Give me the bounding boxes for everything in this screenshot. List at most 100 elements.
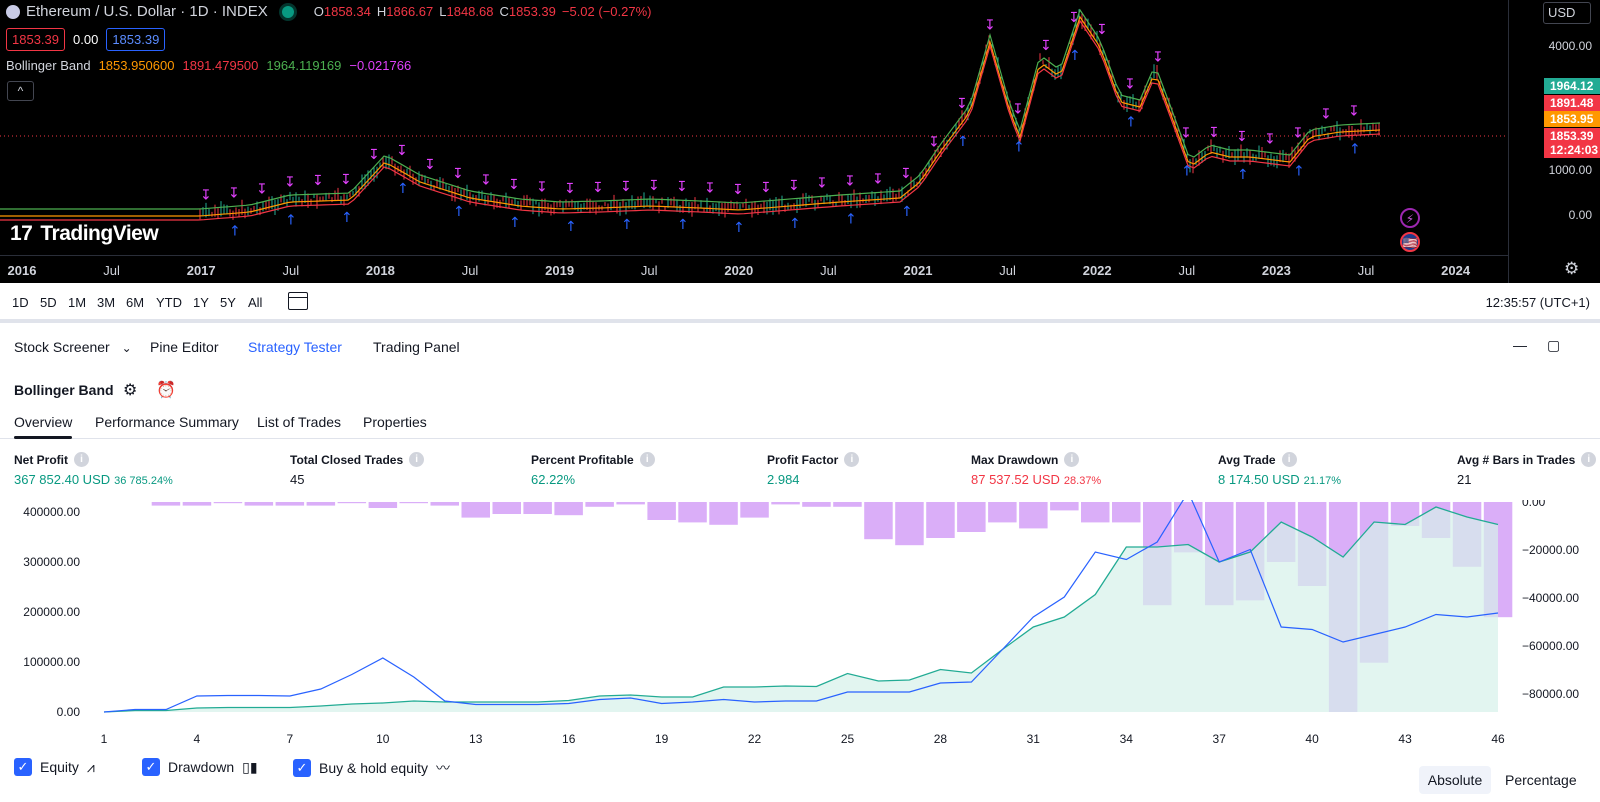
trade-axis-tick: 1 [101, 732, 108, 746]
maximize-panel-icon[interactable]: ▢ [1547, 337, 1561, 353]
price-axis[interactable]: 4000.00 1000.00 0.00 [1508, 0, 1600, 283]
percentage-toggle-button[interactable]: Percentage [1505, 772, 1577, 788]
drawdown-bar [1019, 502, 1048, 529]
trade-axis-tick: 10 [376, 732, 390, 746]
bid-ask-row: 1853.39 0.00 1853.39 [6, 28, 166, 51]
ohlc-label: H [376, 4, 387, 19]
info-icon[interactable]: i [1581, 452, 1597, 467]
ohlc-label: C [499, 4, 509, 19]
sell-signal-arrow-icon: ↧ [1208, 125, 1220, 141]
subtab-list-of-trades[interactable]: List of Trades [257, 414, 342, 430]
sell-signal-arrow-icon: ↧ [312, 173, 324, 189]
range-button-6m[interactable]: 6M [126, 295, 145, 310]
range-button-1d[interactable]: 1D [12, 295, 29, 310]
equity-checkbox[interactable]: ✓ [14, 758, 32, 776]
buy-hold-checkbox[interactable]: ✓ [293, 759, 311, 777]
drawdown-checkbox[interactable]: ✓ [142, 758, 160, 776]
sell-signal-arrow-icon: ↧ [1012, 102, 1024, 118]
subtab-divider [0, 438, 1600, 439]
metric-label: Total Closed Trades [290, 452, 404, 467]
strategy-alert-clock-icon[interactable]: ⏰ [156, 382, 176, 399]
range-button-3m[interactable]: 3M [97, 295, 116, 310]
time-axis-tick: Jul [461, 263, 479, 278]
equity-chart[interactable]: 400000.00 300000.00 200000.00 100000.00 0.00… [0, 500, 1600, 750]
price-chart[interactable]: ↧ ↧ ↑ ↧ ↧ ↑ ↧ ↧ ↑ ↧ ↧ ↑ ↧ ↧ ↑ ↧ ↧ ↑ ↧ ↧ ↑ ↧ ↧ ↑ ↧ ↧ ↑ ↧ ↧ ↑ ↧ ↧ ↑ ↧ ↧ ↑ ↧ ↧ ↑ ↧… [0, 0, 1600, 283]
buy-signal-arrow-icon: ↑ [229, 223, 241, 239]
range-button-ytd[interactable]: YTD [156, 295, 182, 310]
symbol-legend[interactable]: Ethereum / U.S. Dollar · 1D · INDEX O185… [6, 3, 652, 20]
indicator-legend[interactable]: Bollinger Band 1853.950600 1891.479500 1… [6, 58, 419, 73]
absolute-toggle-button[interactable]: Absolute [1419, 766, 1491, 794]
sell-price-button[interactable]: 1853.39 [6, 28, 65, 51]
buy-signal-arrow-icon: ↑ [957, 134, 969, 150]
ohlc-value: 1858.34 [323, 4, 371, 19]
drawdown-bar [988, 502, 1017, 523]
us-flag-icon[interactable]: 🇺🇸 [1400, 232, 1420, 252]
price-change: −5.02 (−0.27%) [561, 4, 652, 19]
tab-trading-panel[interactable]: Trading Panel [373, 339, 460, 355]
sell-signal-arrow-icon: ↧ [1124, 76, 1136, 92]
minimize-panel-icon[interactable]: — [1513, 337, 1527, 353]
info-icon[interactable]: i [844, 452, 860, 467]
currency-selector[interactable]: USD [1543, 2, 1591, 24]
price-axis-tick: 4000.00 [1548, 39, 1592, 53]
market-status-icon[interactable] [281, 5, 294, 18]
symbol-title[interactable]: Ethereum / U.S. Dollar · 1D · INDEX [26, 3, 268, 20]
buy-signal-arrow-icon: ↑ [621, 217, 633, 233]
metric-label-row: Percent Profitable i [531, 452, 655, 467]
buy-signal-arrow-icon: ↑ [565, 219, 577, 235]
subtab-properties[interactable]: Properties [363, 414, 427, 430]
buy-signal-arrow-icon: ↑ [789, 216, 801, 232]
price-axis-label: 1853.39 [1544, 128, 1600, 144]
buy-signal-arrow-icon: ↑ [1293, 163, 1305, 179]
time-axis-tick: 2018 [365, 263, 395, 278]
range-button-5d[interactable]: 5D [40, 295, 57, 310]
drawdown-bar [461, 502, 490, 518]
drawdown-bar [926, 502, 955, 538]
range-button-5y[interactable]: 5Y [220, 295, 236, 310]
left-axis-tick: 200000.00 [23, 605, 80, 619]
left-axis-tick: 0.00 [57, 705, 81, 719]
time-axis[interactable]: 2016 Jul 2017 Jul 2018 Jul 2019 Jul 2020 Jul 2021 J… [0, 255, 1508, 283]
legend-buy-hold[interactable]: ✓ Buy & hold equity 〰 [293, 758, 450, 778]
price-chart-canvas[interactable]: ↧ ↧ ↑ ↧ ↧ ↑ ↧ ↧ ↑ ↧ ↧ ↑ ↧ ↧ ↑ ↧ ↧ ↑ ↧ ↧ ↑ ↧ ↧ ↑ ↧ ↧ ↑ ↧ ↧ ↑ ↧ ↧ ↑ ↧ ↧ ↑ ↧ ↧ ↑ ↧… [0, 0, 1508, 255]
indicator-value-basis: 1853.950600 [98, 58, 175, 73]
time-axis-tick: Jul [282, 263, 300, 278]
range-button-all[interactable]: All [248, 295, 263, 310]
strategy-settings-gear-icon[interactable]: ⚙ [123, 382, 138, 399]
metric-value: 367 852.40 USD [14, 472, 111, 487]
chart-settings-gear-icon[interactable]: ⚙ [1564, 259, 1580, 278]
legend-drawdown[interactable]: ✓ Drawdown ▯▮ [142, 758, 258, 776]
go-to-date-calendar-icon[interactable] [288, 292, 308, 310]
info-icon[interactable]: i [1064, 452, 1080, 467]
time-axis-tick: 2019 [545, 263, 575, 278]
metric-label-row: Net Profit i [14, 452, 173, 467]
metric-label: Percent Profitable [531, 452, 634, 467]
range-button-1m[interactable]: 1M [68, 295, 87, 310]
buy-signal-arrow-icon: ↑ [1181, 163, 1193, 179]
price-axis-tick: 0.00 [1568, 208, 1592, 222]
metric-percent: 36 785.24% [114, 475, 173, 487]
collapse-legend-button[interactable]: ^ [7, 81, 34, 101]
drawdown-bar [430, 502, 459, 506]
drawdown-bar [802, 502, 831, 507]
info-icon[interactable]: i [1281, 452, 1297, 467]
indicator-name[interactable]: Bollinger Band [6, 58, 91, 73]
tab-strategy-tester[interactable]: Strategy Tester [248, 339, 342, 355]
buy-price-button[interactable]: 1853.39 [106, 28, 166, 51]
clock-timezone[interactable]: 12:35:57 (UTC+1) [1485, 295, 1590, 310]
range-button-1y[interactable]: 1Y [193, 295, 209, 310]
chevron-down-icon[interactable]: ⌄ [121, 341, 132, 355]
legend-equity[interactable]: ✓ Equity ⩘ [14, 758, 95, 776]
info-icon[interactable]: i [409, 452, 425, 467]
subtab-performance-summary[interactable]: Performance Summary [95, 414, 239, 430]
subtab-overview[interactable]: Overview [14, 414, 73, 430]
equity-line [103, 506, 1499, 713]
tab-stock-screener[interactable]: Stock Screener ⌄ [14, 339, 132, 355]
info-icon[interactable]: i [74, 452, 89, 467]
info-icon[interactable]: i [639, 452, 655, 467]
tab-pine-editor[interactable]: Pine Editor [150, 339, 219, 355]
lightning-icon[interactable]: ⚡ [1400, 208, 1420, 228]
buy-signal-arrow-icon: ↑ [733, 220, 745, 236]
